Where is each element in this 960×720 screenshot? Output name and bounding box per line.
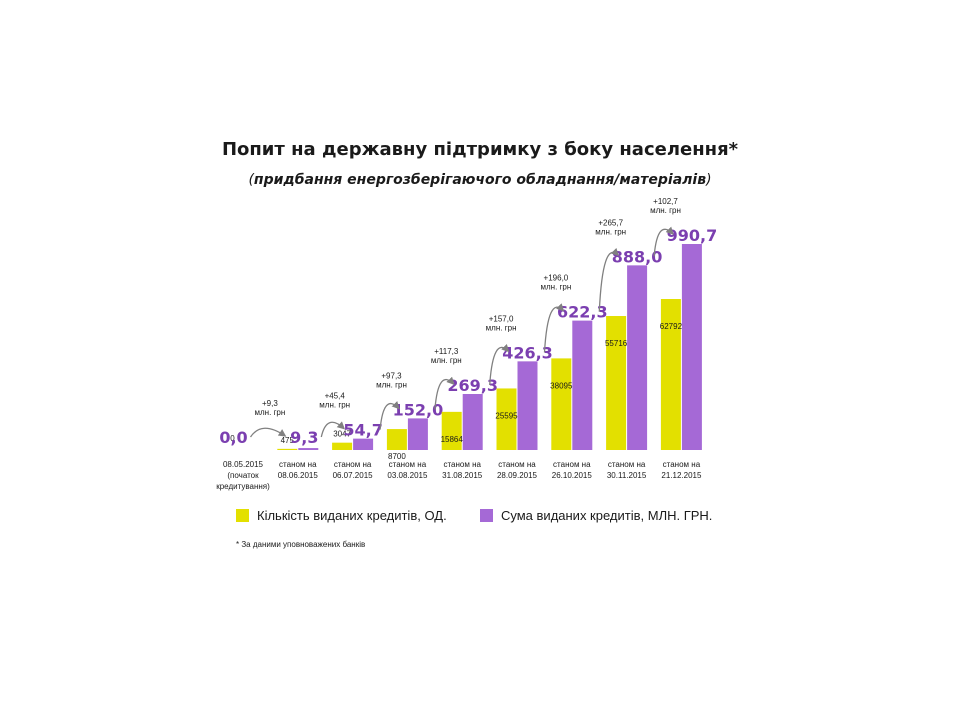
x-tick-label-8-0: станом на: [663, 460, 701, 469]
x-tick-label-0-0: 08.05.2015: [223, 460, 264, 469]
footnote: * За даними уповноважених банків: [236, 540, 366, 549]
bar-count-8: [660, 299, 681, 450]
x-tick-label-0-2: кредитування): [216, 482, 270, 491]
increment-unit-7: млн. грн: [595, 227, 626, 236]
subtitle-text: придбання енергозберігаючого обладнання/…: [253, 172, 707, 188]
increment-arrow-8: [653, 226, 674, 257]
chart-title: Попит на державну підтримку з боку насел…: [221, 139, 739, 160]
x-tick-label-0-1: (початок: [227, 471, 259, 480]
legend-swatch-sum: [480, 509, 493, 522]
increment-unit-1: млн. грн: [254, 408, 285, 417]
bar-sum-1: [298, 448, 319, 450]
subtitle-open-paren: (: [248, 172, 254, 188]
sum-label-2: 54,7: [343, 421, 382, 440]
count-label-1: 475: [281, 436, 295, 445]
count-label-2: 3047: [333, 430, 351, 439]
increment-unit-2: млн. грн: [319, 401, 350, 410]
bar-sum-8: [681, 244, 702, 450]
chart-subtitle: (придбання енергозберігаючого обладнання…: [200, 172, 760, 188]
bar-count-6: [551, 358, 572, 450]
x-tick-label-4-0: станом на: [443, 460, 481, 469]
x-tick-label-7-1: 30.11.2015: [607, 471, 647, 480]
x-tick-label-5-0: станом на: [498, 460, 536, 469]
legend-swatch-count: [236, 509, 249, 522]
x-tick-label-6-1: 26.10.2015: [552, 471, 593, 480]
bar-sum-6: [572, 320, 593, 450]
increment-value-6: +196,0: [544, 274, 569, 283]
legend-label-sum: Сума виданих кредитів, МЛН. ГРН.: [501, 508, 713, 523]
x-tick-label-1-1: 08.06.2015: [278, 471, 319, 480]
legend-item-count: Кількість виданих кредитів, ОД.: [236, 508, 447, 523]
increment-value-4: +117,3: [434, 347, 459, 356]
sum-label-6: 622,3: [557, 303, 608, 322]
x-tick-label-2-1: 06.07.2015: [333, 471, 374, 480]
legend: Кількість виданих кредитів, ОД. Сума вид…: [236, 508, 756, 530]
increment-unit-4: млн. грн: [431, 356, 462, 365]
increment-unit-6: млн. грн: [540, 283, 571, 292]
count-label-5: 25595: [495, 411, 518, 420]
x-tick-label-1-0: станом на: [279, 460, 317, 469]
sum-label-0: 0,0: [219, 428, 247, 447]
increment-value-8: +102,7: [653, 197, 678, 206]
bar-count-4: [441, 411, 462, 450]
increment-arrow-4: [434, 376, 455, 410]
bar-count-1: [277, 448, 298, 450]
bar-count-2: [332, 442, 353, 450]
increment-arrow-3: [379, 401, 400, 430]
sum-label-4: 269,3: [447, 376, 498, 395]
x-tick-label-3-0: станом на: [389, 460, 427, 469]
bar-count-3: [386, 429, 407, 450]
increment-value-5: +157,0: [489, 314, 514, 323]
bar-count-7: [606, 316, 627, 450]
increment-value-3: +97,3: [381, 371, 402, 380]
increment-unit-8: млн. грн: [650, 206, 681, 215]
bar-sum-3: [407, 418, 428, 450]
x-tick-label-6-0: станом на: [553, 460, 591, 469]
increment-unit-5: млн. грн: [486, 323, 517, 332]
increment-value-1: +9,3: [262, 399, 278, 408]
x-tick-label-5-1: 28.09.2015: [497, 471, 538, 480]
increment-unit-3: млн. грн: [376, 380, 407, 389]
count-label-4: 15864: [441, 435, 464, 444]
bar-sum-4: [462, 394, 483, 450]
increment-arrow-5: [489, 343, 510, 386]
count-label-8: 62792: [660, 322, 683, 331]
increment-value-2: +45,4: [325, 392, 346, 401]
x-tick-label-3-1: 03.08.2015: [387, 471, 428, 480]
increment-arrow-1: [249, 427, 287, 438]
x-tick-label-2-0: станом на: [334, 460, 372, 469]
x-tick-label-7-0: станом на: [608, 460, 646, 469]
x-tick-label-8-1: 21.12.2015: [661, 471, 702, 480]
increment-arrow-2: [320, 421, 346, 438]
legend-item-sum: Сума виданих кредитів, МЛН. ГРН.: [480, 508, 712, 523]
sum-label-3: 152,0: [393, 400, 444, 419]
count-label-3: 8700: [388, 452, 406, 461]
sum-label-1: 9,3: [290, 428, 318, 447]
bar-sum-7: [627, 265, 648, 450]
subtitle-close-paren: ): [706, 172, 712, 188]
count-label-0: 0: [230, 434, 235, 443]
count-label-6: 38095: [550, 381, 573, 390]
sum-label-8: 990,7: [667, 226, 718, 245]
count-label-7: 55716: [605, 339, 628, 348]
legend-label-count: Кількість виданих кредитів, ОД.: [257, 508, 447, 523]
increment-arrow-7: [598, 247, 620, 312]
bar-count-5: [496, 388, 517, 450]
increment-value-7: +265,7: [598, 218, 623, 227]
x-tick-label-4-1: 31.08.2015: [442, 471, 483, 480]
increment-arrow-6: [543, 303, 565, 353]
sum-label-7: 888,0: [612, 247, 663, 266]
bar-sum-5: [517, 361, 538, 450]
bar-sum-2: [353, 438, 374, 450]
sum-label-5: 426,3: [502, 343, 553, 362]
